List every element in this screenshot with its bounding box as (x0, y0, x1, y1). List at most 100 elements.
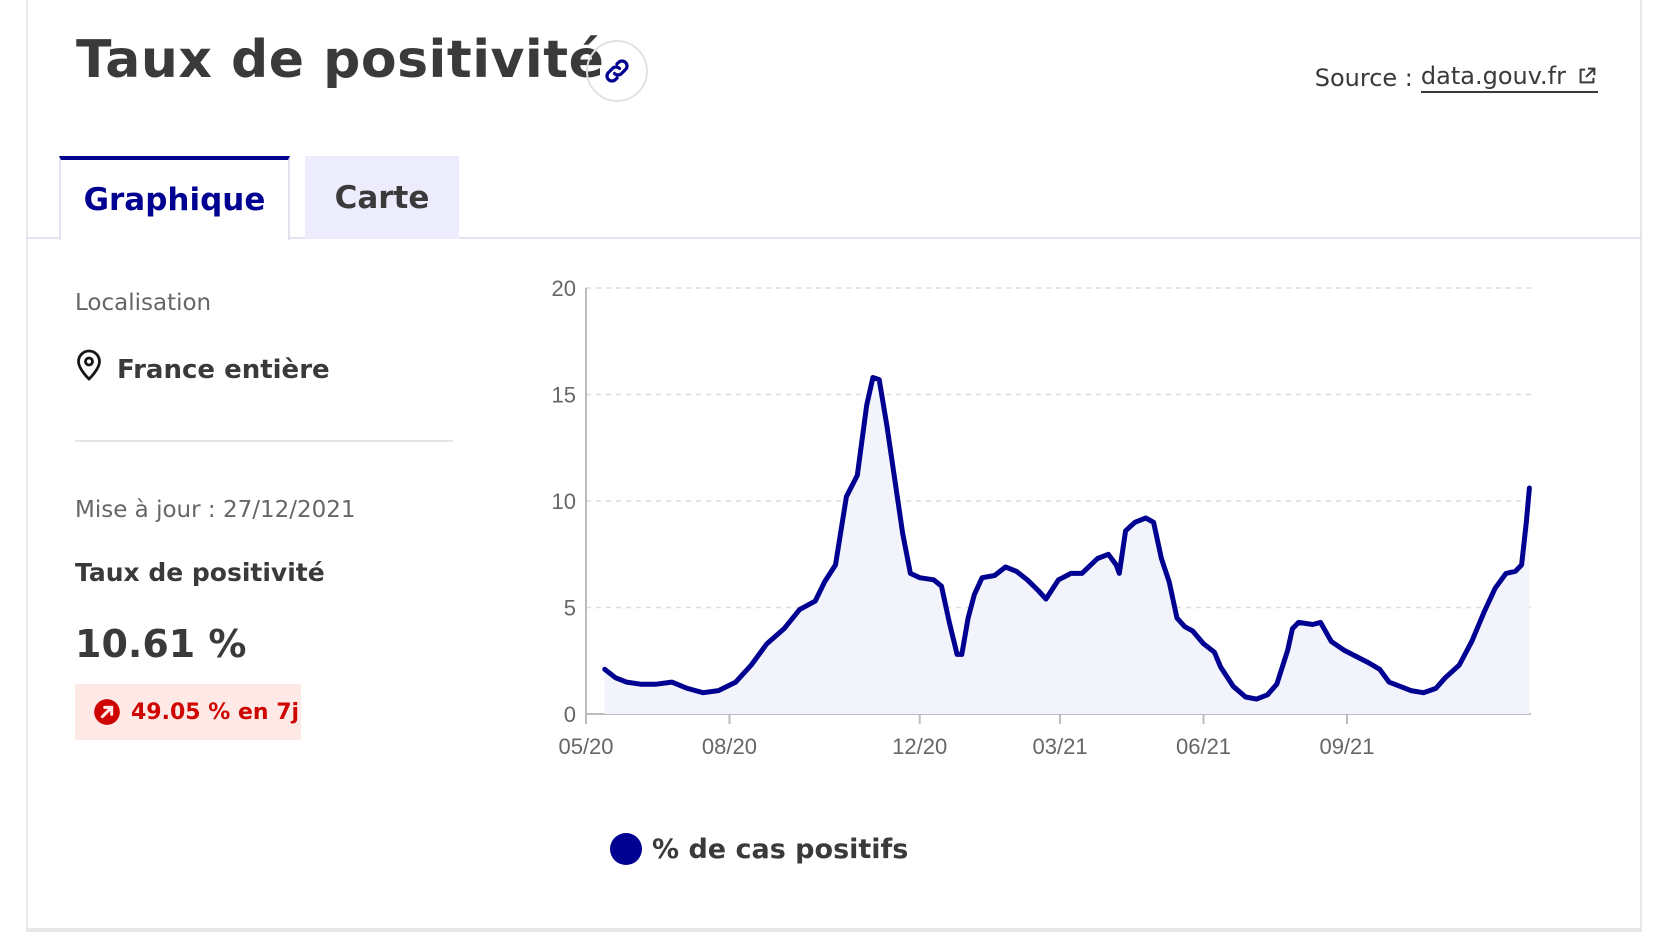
data-point (686, 687, 689, 690)
data-point (1202, 642, 1205, 645)
data-point (1409, 689, 1412, 692)
data-point (1160, 557, 1163, 560)
data-point (734, 681, 737, 684)
metric-label: Taux de positivité (75, 558, 325, 587)
data-point (871, 376, 874, 379)
data-point (1422, 691, 1425, 694)
source: Source : data.gouv.fr (1315, 62, 1598, 93)
data-point (1232, 685, 1235, 688)
y-tick-label: 15 (552, 383, 576, 408)
location-label: Localisation (75, 290, 212, 316)
x-tick-label: 12/20 (892, 734, 947, 759)
indicator-card (26, 0, 1642, 930)
data-point (1319, 621, 1322, 624)
data-point (893, 478, 896, 481)
data-point (1388, 681, 1391, 684)
y-tick-label: 20 (552, 276, 576, 301)
tab-graphique[interactable]: Graphique (59, 156, 290, 240)
data-point (1494, 587, 1497, 590)
data-point (1057, 578, 1060, 581)
data-point (1255, 698, 1258, 701)
data-point (1124, 529, 1127, 532)
y-tick-label: 5 (564, 596, 576, 621)
data-point (765, 642, 768, 645)
data-point (1115, 563, 1118, 566)
data-point (1514, 570, 1517, 573)
data-point (1367, 661, 1370, 664)
x-tick-label: 03/21 (1033, 734, 1088, 759)
data-point (1070, 572, 1073, 575)
data-point (717, 689, 720, 692)
location-value: France entière (117, 355, 330, 385)
data-point (1520, 563, 1523, 566)
positivity-chart: 0 5 10 15 20 05/20 08/20 12/20 03/21 06/21 09/21 (552, 276, 1532, 759)
data-point (639, 683, 642, 686)
data-point (1291, 627, 1294, 630)
link-icon (605, 59, 629, 83)
last-updated: Mise à jour : 27/12/2021 (75, 497, 356, 523)
data-point (1015, 570, 1018, 573)
data-point (1311, 623, 1314, 626)
data-point (655, 683, 658, 686)
x-tick-label: 09/21 (1319, 734, 1374, 759)
data-point (901, 532, 904, 535)
x-tick-label: 05/20 (558, 734, 613, 759)
data-point (1470, 640, 1473, 643)
data-point (1118, 572, 1121, 575)
metric-value: 10.61 % (75, 622, 247, 666)
data-point (918, 576, 921, 579)
data-point (940, 585, 943, 588)
data-point (614, 676, 617, 679)
location: France entière (75, 345, 330, 385)
page-title: Taux de positivité (76, 30, 605, 90)
data-point (1444, 676, 1447, 679)
data-point (798, 608, 801, 611)
data-point (856, 474, 859, 477)
chart-legend: % de cas positifs (610, 833, 908, 865)
data-point (1152, 521, 1155, 524)
data-point (1505, 572, 1508, 575)
data-point (1107, 553, 1110, 556)
copy-link-button[interactable] (586, 40, 648, 102)
external-link-icon (1579, 67, 1596, 84)
data-point (670, 681, 673, 684)
data-point (1399, 685, 1402, 688)
tabs-divider (26, 237, 1642, 239)
data-point (603, 668, 606, 671)
data-point (960, 653, 963, 656)
data-point (1244, 696, 1247, 699)
data-point (1096, 557, 1099, 560)
data-point (1266, 693, 1269, 696)
y-tick-label: 10 (552, 489, 576, 514)
data-point (1525, 521, 1528, 524)
data-point (878, 378, 881, 381)
data-point (814, 600, 817, 603)
series-line (602, 375, 1532, 702)
x-tick-label: 08/20 (702, 734, 757, 759)
data-point (865, 404, 868, 407)
data-point (702, 691, 705, 694)
data-point (1080, 572, 1083, 575)
legend-label: % de cas positifs (652, 833, 909, 865)
data-point (1297, 621, 1300, 624)
data-point (1213, 651, 1216, 654)
data-point (1004, 566, 1007, 569)
source-label: Source : (1314, 63, 1413, 92)
data-point (1342, 649, 1345, 652)
data-point (1458, 664, 1461, 667)
data-point (1378, 668, 1381, 671)
data-point (1183, 625, 1186, 628)
source-link-text: data.gouv.fr (1420, 62, 1566, 90)
tab-carte[interactable]: Carte (305, 156, 459, 239)
data-point (1191, 629, 1194, 632)
data-point (625, 681, 628, 684)
data-point (981, 576, 984, 579)
data-point (1133, 521, 1136, 524)
data-point (993, 574, 996, 577)
data-point (1275, 683, 1278, 686)
data-point (1219, 666, 1222, 669)
data-point (1355, 655, 1358, 658)
data-point (1434, 687, 1437, 690)
source-link[interactable]: data.gouv.fr (1420, 62, 1598, 93)
data-point (967, 617, 970, 620)
